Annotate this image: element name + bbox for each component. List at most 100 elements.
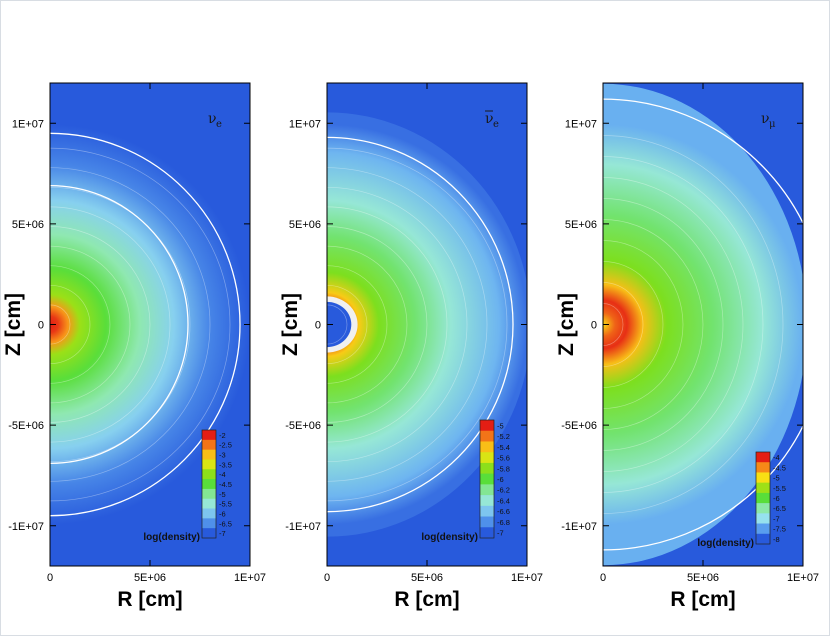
colorbar-swatch: [480, 462, 494, 474]
contour-line: [603, 303, 624, 346]
y-axis-label: Z [cm]: [2, 293, 25, 356]
contour-line: [327, 245, 408, 404]
y-axis-label: Z [cm]: [279, 293, 302, 356]
colorbar-tick-label: -6.5: [219, 519, 232, 528]
y-tick-label: -5E+06: [8, 420, 44, 432]
colorbar-tick-label: -8: [773, 535, 780, 544]
colorbar-frame: [479, 419, 495, 539]
contour-line: [327, 206, 448, 443]
colorbar-tick-label: -4: [773, 453, 780, 462]
y-tick-label: 5E+06: [565, 219, 597, 231]
contour-line: [50, 147, 231, 502]
x-axis-label: R [cm]: [117, 588, 182, 611]
panel-title: ν: [208, 111, 217, 127]
x-tick-label: 1E+07: [787, 572, 819, 584]
colorbar: -2-2.5-3-3.5-4-4.5-5-5.5-6-6.5-7 log(dens…: [143, 429, 232, 543]
colorbar-tick-label: -7.5: [773, 525, 786, 534]
contour-line: [50, 265, 111, 384]
y-tick-label: 1E+07: [565, 118, 597, 130]
colorbar-title: log(density): [421, 532, 478, 543]
colorbar-swatch: [756, 462, 770, 473]
contour-line: [50, 284, 91, 365]
colorbar-tick-label: -6.5: [773, 504, 786, 513]
contour-line: [327, 186, 468, 463]
contour-line: [603, 156, 764, 493]
y-axis-label: Z [cm]: [555, 293, 578, 356]
colorbar-swatch: [202, 488, 216, 500]
panel-title-subscript: e: [216, 119, 222, 130]
y-tick-label: 0: [38, 320, 44, 332]
y-tick-label: -1E+07: [8, 521, 44, 533]
y-tick-label: -1E+07: [285, 521, 321, 533]
colorbar-swatch: [756, 503, 770, 514]
panel-1: -1E+07 -5E+06 0 5E+06 1E+07 0 5E+06 1E+07 R [cm]…: [2, 82, 266, 611]
colorbar-swatch: [756, 492, 770, 504]
colorbar-tick-label: -2.5: [219, 441, 232, 450]
x-tick-label: 5E+06: [134, 572, 166, 584]
contour-line-major: [327, 136, 514, 513]
contour-line: [327, 147, 508, 502]
colorbar-title: log(density): [697, 538, 754, 549]
colorbar-swatch: [480, 420, 494, 432]
panel-title: ν: [761, 111, 770, 127]
colorbar-tick-label: -2: [219, 431, 226, 440]
panel-3: -1E+07 -5E+06 0 5E+06 1E+07 0 5E+06 1E+07 R [cm]…: [555, 82, 819, 611]
contour-line: [327, 167, 488, 482]
colorbar-tick-label: -5: [219, 490, 226, 499]
colorbar-swatch: [480, 505, 494, 517]
contour-line: [603, 282, 644, 367]
colorbar-tick-label: -4: [219, 470, 226, 479]
contour-line: [603, 177, 744, 472]
contour-line: [50, 304, 71, 345]
colorbar-swatch: [202, 459, 216, 470]
contour-line: [50, 167, 211, 482]
y-tick-label: 0: [315, 320, 321, 332]
colorbar-tick-label: -5.5: [773, 484, 786, 493]
y-tick-label: 5E+06: [289, 219, 321, 231]
contour-line: [50, 245, 131, 404]
contour-line-major: [50, 185, 189, 464]
x-axis-label: R [cm]: [394, 588, 459, 611]
colorbar-tick-label: -5.4: [497, 443, 510, 452]
colorbar-tick-label: -4.5: [219, 480, 232, 489]
density-gradient: [50, 112, 250, 537]
colorbar-swatch: [202, 449, 216, 460]
colorbar-tick-label: -7: [497, 529, 504, 538]
colorbar-swatch: [202, 479, 216, 490]
colorbar-swatch: [202, 498, 216, 509]
x-tick-label: 0: [47, 572, 53, 584]
colorbar-swatch: [480, 452, 494, 464]
contour-line: [603, 198, 724, 451]
x-tick-label: 5E+06: [687, 572, 719, 584]
colorbar-swatch: [202, 439, 216, 450]
y-tick-label: 1E+07: [289, 118, 321, 130]
contour-line: [603, 261, 664, 388]
core-cutout: [327, 301, 352, 348]
colorbar-swatch: [480, 484, 494, 496]
colorbar-tick-label: -6: [773, 494, 780, 503]
colorbar-swatch: [756, 513, 770, 524]
colorbar-swatch: [756, 452, 770, 463]
colorbar-tick-label: -6.6: [497, 507, 510, 516]
contour-line: [327, 304, 348, 345]
panel-title: ν: [485, 111, 494, 127]
colorbar-tick-label: -6.8: [497, 518, 510, 527]
contour-line: [327, 226, 428, 423]
x-tick-label: 0: [324, 572, 330, 584]
contour-line: [327, 284, 368, 365]
contour-line: [603, 135, 784, 514]
colorbar-swatch: [756, 523, 770, 535]
x-tick-label: 1E+07: [234, 572, 266, 584]
density-gradient: [603, 83, 803, 566]
contour-line: [327, 265, 388, 384]
colorbar: -5 -5.2 -5.4 -5.6-5.8 -6 -6.2-6.4 -6.6 -6.8 -7 lo…: [421, 419, 510, 543]
contour-line: [603, 240, 684, 409]
x-tick-label: 0: [600, 572, 606, 584]
x-tick-label: 1E+07: [511, 572, 543, 584]
colorbar-swatch: [756, 533, 770, 545]
colorbar-tick-label: -5: [773, 474, 780, 483]
y-tick-label: -5E+06: [285, 420, 321, 432]
colorbar-tick-label: -5.5: [219, 500, 232, 509]
contour-line-major: [50, 132, 241, 517]
